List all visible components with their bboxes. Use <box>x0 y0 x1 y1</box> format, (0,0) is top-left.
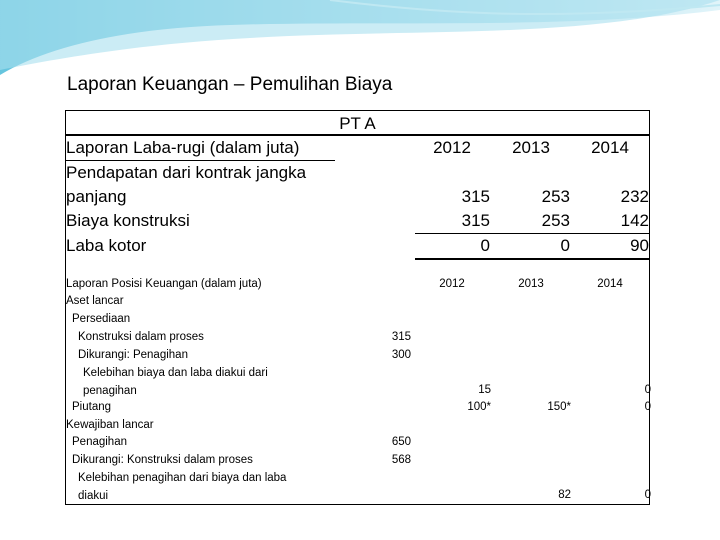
rule <box>415 233 650 234</box>
table-header: Laporan Posisi Keuangan (dalam juta) <box>66 278 262 291</box>
cell-value: 82 <box>558 489 571 502</box>
cell-value: 15 <box>478 384 491 397</box>
row-label: Penagihan <box>72 436 127 449</box>
table-frame <box>65 110 650 505</box>
slide-title: Laporan Keuangan – Pemulihan Biaya <box>67 74 393 95</box>
rule <box>415 258 650 260</box>
cell-value: 0 <box>644 489 651 502</box>
year-header: 2013 <box>518 278 544 291</box>
row-label: Laba kotor <box>66 236 147 255</box>
row-label: Konstruksi dalam proses <box>78 331 204 344</box>
table-header: Laporan Laba-rugi (dalam juta) <box>66 138 300 157</box>
row-label: Kelebihan penagihan dari biaya dan laba … <box>78 472 287 502</box>
row-label: Kewajiban lancar <box>66 419 154 432</box>
cell-value: 315 <box>461 211 490 230</box>
header-decoration <box>0 0 720 75</box>
row-label: Dikurangi: Konstruksi dalam proses <box>72 454 253 467</box>
rule <box>65 160 335 161</box>
cell-value: 300 <box>391 349 411 362</box>
row-label: Biaya konstruksi <box>66 211 190 230</box>
box-title: PT A <box>339 114 376 133</box>
cell-value: 253 <box>541 187 570 206</box>
rule <box>65 134 650 136</box>
row-label: Persediaan <box>72 313 131 326</box>
year-header: 2013 <box>512 138 550 157</box>
year-header: 2014 <box>591 138 629 157</box>
cell-value: 315 <box>391 331 411 344</box>
cell-value: 90 <box>630 236 649 255</box>
row-label: Piutang <box>72 401 112 414</box>
row-label: Dikurangi: Penagihan <box>78 349 188 362</box>
row-label: Kelebihan biaya dan laba diakui dari pen… <box>83 367 268 397</box>
cell-value: 253 <box>541 211 570 230</box>
year-header: 2012 <box>433 138 471 157</box>
cell-value: 650 <box>391 436 411 449</box>
cell-value: 0 <box>480 236 490 255</box>
cell-value: 232 <box>620 187 649 206</box>
row-label: Pendapatan dari kontrak jangka panjang <box>66 163 307 206</box>
cell-value: 100* <box>467 401 491 414</box>
cell-value: 150* <box>547 401 571 414</box>
cell-value: 142 <box>620 211 649 230</box>
year-header: 2012 <box>439 278 465 291</box>
row-label: Aset lancar <box>66 295 124 308</box>
cell-value: 315 <box>461 187 490 206</box>
year-header: 2014 <box>597 278 623 291</box>
cell-value: 0 <box>644 384 651 397</box>
cell-value: 0 <box>644 401 651 414</box>
cell-value: 568 <box>391 454 411 467</box>
cell-value: 0 <box>560 236 570 255</box>
